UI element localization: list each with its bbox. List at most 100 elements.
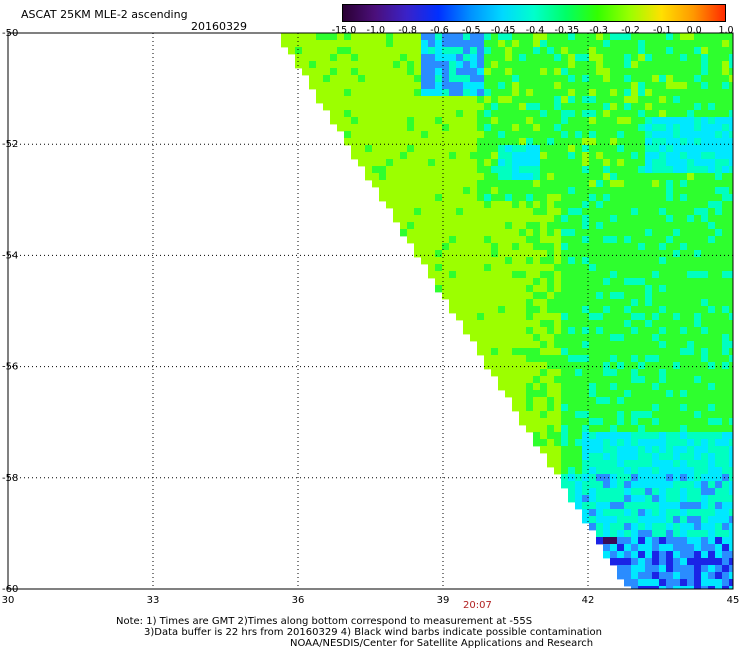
swath-cell	[561, 271, 569, 279]
swath-cell	[470, 82, 478, 90]
swath-cell	[715, 33, 723, 41]
swath-cell	[554, 334, 562, 342]
swath-cell	[533, 432, 541, 440]
swath-cell	[610, 201, 618, 209]
swath-cell	[645, 579, 653, 587]
swath-cell	[414, 68, 422, 76]
swath-cell	[708, 586, 716, 590]
swath-cell	[715, 439, 723, 447]
swath-cell	[652, 537, 660, 545]
swath-cell	[456, 138, 464, 146]
swath-cell	[442, 222, 450, 230]
swath-cell	[484, 187, 492, 195]
swath-cell	[470, 33, 478, 41]
swath-cell	[603, 257, 611, 265]
swath-cell	[575, 82, 583, 90]
swath-cell	[568, 488, 576, 496]
swath-cell	[694, 495, 702, 503]
swath-cell	[302, 61, 310, 69]
swath-cell	[729, 250, 734, 258]
swath-cell	[680, 285, 688, 293]
swath-cell	[631, 404, 639, 412]
swath-cell	[386, 47, 394, 55]
swath-cell	[575, 299, 583, 307]
swath-cell	[701, 362, 709, 370]
swath-cell	[568, 481, 576, 489]
swath-cell	[512, 264, 520, 272]
swath-cell	[582, 103, 590, 111]
swath-cell	[442, 271, 450, 279]
swath-cell	[526, 278, 534, 286]
swath-cell	[568, 453, 576, 461]
swath-cell	[442, 229, 450, 237]
swath-cell	[610, 103, 618, 111]
swath-cell	[547, 236, 555, 244]
swath-cell	[624, 425, 632, 433]
swath-cell	[624, 68, 632, 76]
swath-cell	[351, 68, 359, 76]
swath-cell	[435, 159, 443, 167]
swath-cell	[372, 152, 380, 160]
swath-cell	[589, 236, 597, 244]
swath-cell	[351, 61, 359, 69]
swath-cell	[526, 362, 534, 370]
swath-cell	[694, 411, 702, 419]
swath-cell	[484, 54, 492, 62]
swath-cell	[456, 173, 464, 181]
swath-cell	[610, 516, 618, 524]
latitude-label: -56	[2, 362, 18, 373]
swath-cell	[673, 40, 681, 48]
swath-cell	[659, 558, 667, 566]
swath-cell	[617, 33, 625, 41]
swath-cell	[673, 201, 681, 209]
swath-cell	[708, 327, 716, 335]
swath-cell	[673, 47, 681, 55]
swath-cell	[673, 236, 681, 244]
swath-cell	[330, 68, 338, 76]
swath-cell	[673, 432, 681, 440]
swath-cell	[547, 75, 555, 83]
swath-cell	[596, 369, 604, 377]
swath-cell	[659, 236, 667, 244]
swath-cell	[554, 131, 562, 139]
swath-cell	[680, 215, 688, 223]
swath-cell	[463, 103, 471, 111]
swath-cell	[400, 33, 408, 41]
swath-cell	[603, 131, 611, 139]
swath-cell	[582, 250, 590, 258]
swath-cell	[701, 229, 709, 237]
swath-cell	[589, 299, 597, 307]
swath-cell	[526, 264, 534, 272]
swath-cell	[652, 208, 660, 216]
swath-cell	[421, 166, 429, 174]
swath-cell	[652, 481, 660, 489]
swath-cell	[554, 264, 562, 272]
swath-cell	[610, 432, 618, 440]
swath-cell	[694, 327, 702, 335]
swath-cell	[449, 278, 457, 286]
swath-cell	[526, 376, 534, 384]
swath-cell	[722, 82, 730, 90]
swath-cell	[386, 54, 394, 62]
swath-cell	[708, 110, 716, 118]
swath-cell	[512, 82, 520, 90]
swath-cell	[645, 523, 653, 531]
swath-cell	[505, 131, 513, 139]
swath-cell	[715, 166, 723, 174]
swath-cell	[463, 313, 471, 321]
swath-cell	[582, 334, 590, 342]
swath-cell	[715, 61, 723, 69]
swath-cell	[568, 383, 576, 391]
swath-cell	[477, 75, 485, 83]
swath-cell	[407, 201, 415, 209]
swath-cell	[687, 320, 695, 328]
swath-cell	[659, 40, 667, 48]
swath-cell	[701, 376, 709, 384]
swath-cell	[652, 474, 660, 482]
swath-cell	[687, 117, 695, 125]
swath-cell	[554, 306, 562, 314]
swath-cell	[729, 54, 734, 62]
swath-cell	[554, 103, 562, 111]
swath-cell	[414, 89, 422, 97]
swath-cell	[701, 285, 709, 293]
